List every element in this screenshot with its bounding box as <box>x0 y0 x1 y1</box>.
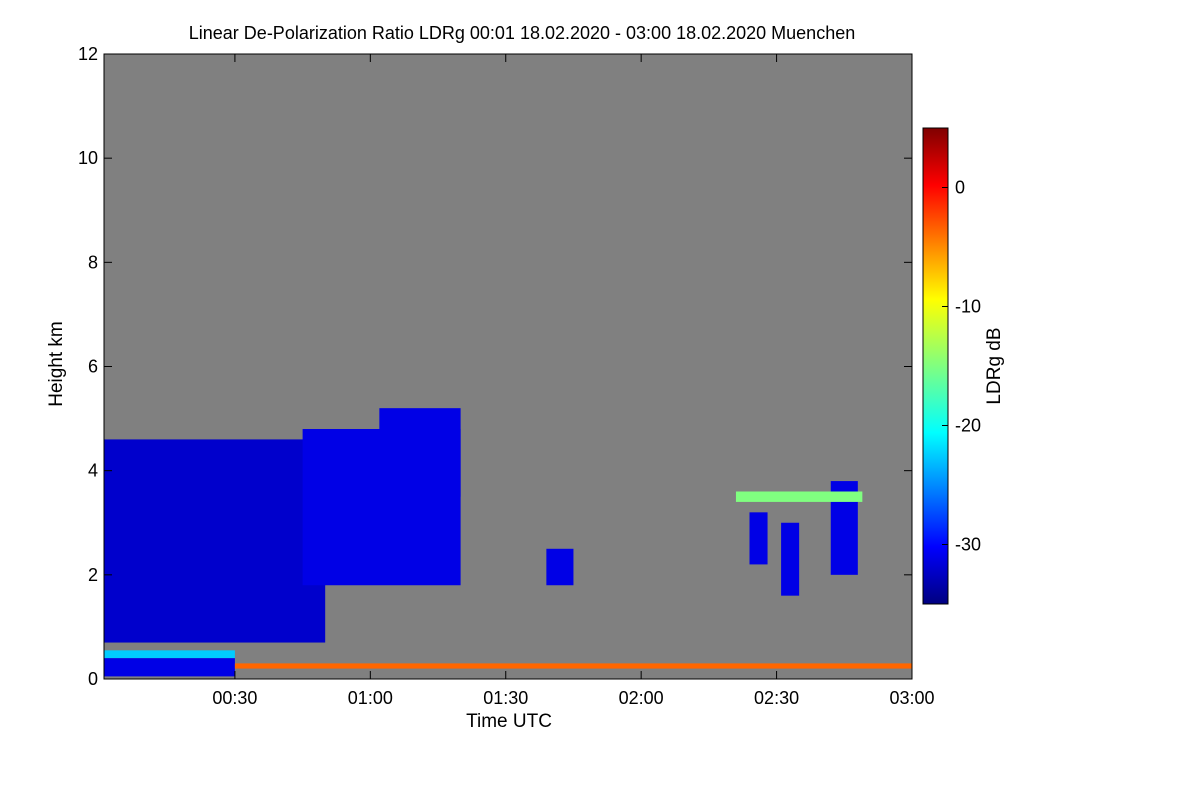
y-axis: 0 2 4 6 8 10 12 <box>78 44 912 689</box>
y-tick-label: 12 <box>78 44 98 64</box>
data-region <box>781 522 800 596</box>
colorbar-ticks: 0 -10 -20 -30 <box>942 178 981 555</box>
colorbar-tick-label: -30 <box>955 535 981 555</box>
y-tick-label: 6 <box>88 357 98 377</box>
y-tick-label: 0 <box>88 669 98 689</box>
y-tick-label: 2 <box>88 565 98 585</box>
colorbar-tick-label: 0 <box>955 178 965 198</box>
x-tick-label: 02:00 <box>619 688 664 708</box>
data-region <box>546 548 574 586</box>
x-tick-label: 01:30 <box>483 688 528 708</box>
y-axis-title: Height km <box>46 321 67 407</box>
y-tick-label: 8 <box>88 252 98 272</box>
x-tick-label: 01:00 <box>348 688 393 708</box>
x-tick-label: 00:30 <box>212 688 257 708</box>
x-axis: 00:30 01:00 01:30 02:00 02:30 03:00 <box>212 54 935 708</box>
colorbar <box>922 127 949 605</box>
x-tick-label: 02:30 <box>754 688 799 708</box>
data-region <box>104 650 235 659</box>
data-region <box>104 439 326 643</box>
data-region <box>749 512 768 565</box>
chart-title: Linear De-Polarization Ratio LDRg 00:01 … <box>189 23 855 43</box>
data-region <box>234 663 912 669</box>
y-tick-label: 10 <box>78 148 98 168</box>
data-region <box>735 491 863 502</box>
data-regions <box>104 408 912 677</box>
colorbar-title: LDRg dB <box>984 327 1005 404</box>
data-region <box>104 658 235 677</box>
y-tick-label: 4 <box>88 461 98 481</box>
data-region <box>379 408 461 497</box>
x-axis-title: Time UTC <box>466 711 552 732</box>
colorbar-tick-label: -20 <box>955 416 981 436</box>
colorbar-tick-label: -10 <box>955 297 981 317</box>
x-tick-label: 03:00 <box>889 688 934 708</box>
